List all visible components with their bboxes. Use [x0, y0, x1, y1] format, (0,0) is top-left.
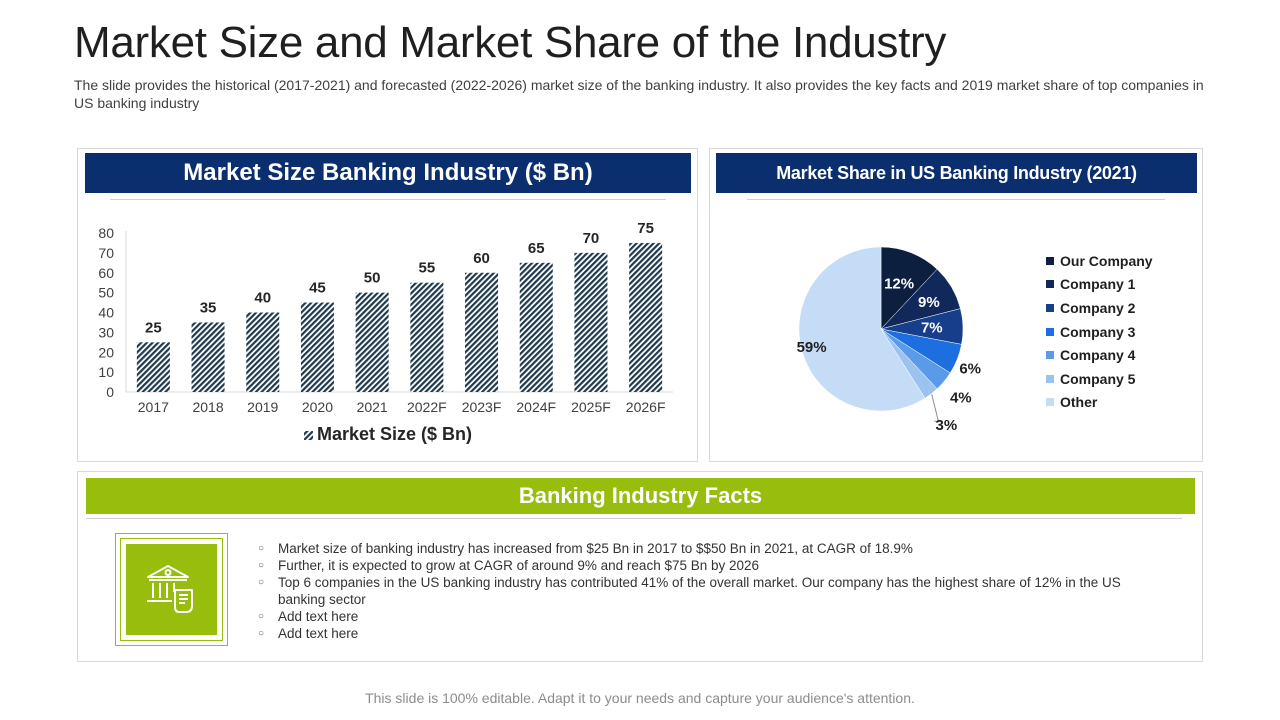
market-share-pie-chart: 12%9% 7% 6% 4% 3% 59% [797, 246, 981, 434]
fact-item: Top 6 companies in the US banking indust… [258, 574, 1158, 608]
slide-footer: This slide is 100% editable. Adapt it to… [365, 690, 915, 706]
legend-swatch [1046, 303, 1054, 312]
x-tick-label: 2021 [357, 399, 388, 415]
slide-title: Market Size and Market Share of the Indu… [74, 18, 947, 67]
legend-label: Market Size ($ Bn) [317, 424, 472, 444]
legend-label: Company 5 [1060, 370, 1136, 387]
x-tick-label: 2019 [247, 399, 278, 415]
bar [136, 342, 170, 392]
pie-value-label: 6% [959, 360, 981, 377]
pie-slice [798, 246, 926, 412]
y-tick-label: 40 [98, 305, 114, 321]
legend-swatch [1046, 280, 1054, 289]
y-tick-label: 10 [98, 364, 114, 380]
bar-legend: Market Size ($ Bn) [304, 424, 472, 444]
legend-swatch [1046, 256, 1054, 265]
legend-swatch [1046, 351, 1054, 360]
bar-value-label: 75 [637, 220, 654, 237]
bar [355, 292, 389, 392]
bar-value-label: 35 [200, 299, 217, 316]
pie-slice [880, 246, 938, 330]
fact-item: Add text here [258, 625, 1158, 642]
legend-swatch [1046, 374, 1054, 383]
y-tick-label: 0 [106, 384, 114, 400]
bar-value-label: 55 [419, 260, 436, 277]
banking-facts-panel: Banking Industry Facts [77, 471, 1203, 662]
market-size-header: Market Size Banking Industry ($ Bn) [85, 153, 691, 193]
pie-legend-item: Our Company [1046, 249, 1153, 273]
bar-value-label: 70 [583, 230, 600, 247]
bar [629, 242, 663, 392]
bar [410, 282, 444, 392]
y-tick-label: 20 [98, 344, 114, 360]
pie-leader-line [931, 394, 939, 422]
legend-label: Other [1060, 394, 1098, 411]
legend-swatch [304, 431, 313, 440]
x-tick-label: 2018 [192, 399, 223, 415]
bank-document-icon [146, 564, 193, 613]
y-tick-label: 50 [98, 285, 114, 301]
x-tick-label: 2025F [571, 399, 611, 415]
market-share-header: Market Share in US Banking Industry (202… [716, 153, 1197, 193]
y-tick-label: 60 [98, 265, 114, 281]
pie-legend-item: Company 4 [1046, 343, 1153, 367]
x-tick-label: 2022F [407, 399, 447, 415]
y-tick-label: 80 [98, 225, 114, 241]
divider [747, 199, 1165, 200]
y-tick-label: 30 [98, 324, 114, 340]
pie-legend: Our Company Company 1 Company 2 Company 3 Co… [1046, 249, 1153, 414]
pie-legend-item: Company 2 [1046, 296, 1153, 320]
legend-label: Our Company [1060, 252, 1153, 269]
pie-value-label: 9% [918, 294, 940, 311]
legend-swatch [1046, 327, 1054, 336]
bank-icon-frame [115, 533, 228, 646]
x-tick-label: 2023F [462, 399, 502, 415]
slide-subtitle: The slide provides the historical (2017-… [74, 77, 1204, 111]
bar [246, 312, 280, 392]
legend-label: Company 3 [1060, 323, 1136, 340]
legend-label: Company 1 [1060, 276, 1136, 293]
divider [86, 518, 1182, 519]
pie-value-label: 59% [797, 339, 827, 356]
market-share-panel: Market Share in US Banking Industry (202… [709, 148, 1203, 462]
legend-label: Company 2 [1060, 299, 1136, 316]
pie-value-label: 4% [950, 390, 972, 407]
bar [191, 322, 225, 392]
pie-legend-item: Company 5 [1046, 367, 1153, 391]
x-tick-label: 2024F [516, 399, 556, 415]
fact-item: Further, it is expected to grow at CAGR … [258, 557, 1158, 574]
pie-value-label: 3% [935, 417, 957, 434]
bar-value-label: 40 [254, 290, 271, 307]
fact-item: Add text here [258, 608, 1158, 625]
bar-value-label: 60 [473, 250, 490, 267]
pie-legend-item: Company 1 [1046, 273, 1153, 297]
x-tick-label: 2020 [302, 399, 333, 415]
divider [110, 199, 666, 200]
bar-value-label: 45 [309, 280, 326, 297]
pie-legend-item: Company 3 [1046, 320, 1153, 344]
market-size-panel: Market Size Banking Industry ($ Bn) 0 10 2… [77, 148, 698, 462]
bar-value-label: 25 [145, 319, 162, 336]
bar [519, 262, 553, 392]
market-size-bar-chart: 0 10 20 30 40 50 60 70 80 25 2017 35 2018 40 2019 45 202… [98, 220, 673, 444]
x-tick-label: 2026F [626, 399, 666, 415]
banking-facts-header: Banking Industry Facts [86, 478, 1195, 514]
pie-value-label: 12% [884, 275, 914, 292]
legend-label: Company 4 [1060, 347, 1136, 364]
bar-value-label: 65 [528, 240, 545, 257]
pie-value-label: 7% [921, 319, 943, 336]
facts-list: Market size of banking industry has incr… [258, 540, 1158, 642]
y-tick-label: 70 [98, 245, 114, 261]
x-tick-label: 2017 [138, 399, 169, 415]
fact-item: Market size of banking industry has incr… [258, 540, 1158, 557]
bar [465, 272, 499, 392]
bar [574, 252, 608, 392]
bar [300, 302, 334, 392]
bar-value-label: 50 [364, 270, 381, 287]
legend-swatch [1046, 398, 1054, 407]
pie-legend-item: Other [1046, 391, 1153, 415]
